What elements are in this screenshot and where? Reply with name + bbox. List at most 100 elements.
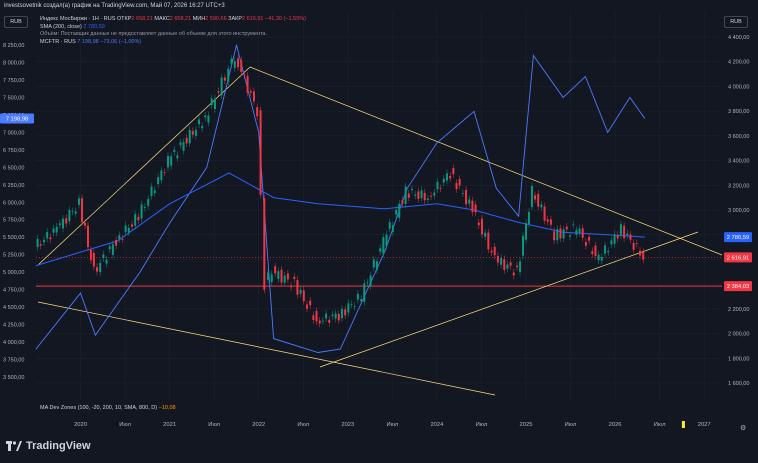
sma-point [228,172,230,174]
candle-body [270,274,273,283]
mcftr-point [169,222,170,224]
left-axis-tick: 7 500,00 [3,95,24,101]
indicator-legend[interactable]: MA Dev Zones (100, -20, 200, 10, SMA, 80… [40,405,176,411]
mcftr-point [436,142,438,144]
left-axis-tick: 5 000,00 [3,270,24,276]
time-axis-tick: 2025 [520,422,533,428]
left-axis-tick: 4 500,00 [3,305,24,311]
candle-body [89,249,92,261]
close-price-tag-text: 2 616,91 [727,255,750,261]
mcftr-series [35,44,646,353]
legend-main-row[interactable]: Индекс МосБиржи · 1Н · RUS ОТКР2 658,21 … [40,16,306,24]
time-marker [681,421,685,428]
candle-body [81,198,84,223]
candles [36,54,645,328]
candle-body [465,189,468,205]
candle-body [318,320,321,324]
right-axis-tick: 1 800,00 [728,356,749,362]
candle-body [92,252,95,267]
candle-body [426,198,429,201]
mcftr-price-tag-text: 7 198,98 [6,116,29,122]
time-axis-tick: Июл [386,422,398,428]
candle-body [210,98,213,106]
candle-body [480,218,483,235]
candle-body [74,211,77,214]
left-axis-tick: 6 000,00 [3,200,24,206]
mcftr-point [80,292,81,294]
candle-body [350,304,353,305]
chart-area[interactable]: 8 250,008 000,007 750,007 500,007 250,00… [0,12,758,432]
candle-body [382,237,385,254]
candle-body [388,222,391,229]
candle-body [337,313,340,321]
candle-body [160,170,163,181]
sma-point [644,236,646,238]
candle-body [540,204,543,208]
legend-high-label: МАКС [154,16,170,22]
close-price-tag-bg [724,252,752,263]
candle-body [353,306,356,307]
candle-body [546,219,549,222]
candle-body [468,199,471,204]
currency-button-right[interactable]: RUB [724,16,748,28]
candle-body [191,131,194,135]
mcftr-point [236,44,237,46]
candle-body [433,192,436,196]
candle-body [55,226,58,233]
mcftr-point [340,348,341,350]
sma-point [35,265,37,266]
currency-button-left[interactable]: RUB [4,16,28,28]
left-axis-tick: 5 250,00 [3,253,24,259]
candle-body [252,91,255,102]
candle-body [173,149,176,152]
left-axis-tick: 6 500,00 [3,165,24,171]
candle-body [182,142,185,151]
candle-body [503,259,506,270]
chart-svg[interactable]: 8 250,008 000,007 750,007 500,007 250,00… [0,12,758,432]
left-axis-tick: 8 250,00 [3,43,24,49]
legend-open-label: ОТКР [116,16,132,22]
candle-body [217,91,220,93]
candle-body [410,188,413,191]
legend-mcftr-row[interactable]: MCFTR · RUS 7 198,98 −73,06 (−1,00%) [40,39,306,47]
left-axis-tick: 8 000,00 [3,60,24,66]
time-axis-tick: Июл [565,422,577,428]
left-axis-tick: 4 750,00 [3,288,24,294]
candle-body [461,192,464,194]
legend-sma-row[interactable]: SMA (200, close) 2 780,59 [40,24,306,32]
trend-line [37,66,251,266]
sma-point [117,240,118,242]
candle-body [522,235,525,256]
candle-body [525,223,527,240]
candle-body [493,246,496,256]
candle-body [639,250,642,256]
sma-point [436,203,438,205]
candle-body [198,119,201,125]
sma-price-tag: 2 780,59 [724,232,752,243]
candle-body [436,181,439,190]
mcftr-point [562,97,564,98]
left-axis-tick: 3 750,00 [3,358,24,364]
mcftr-point [35,348,37,350]
left-axis-tick: 3 500,00 [3,375,24,381]
grid [36,12,722,400]
level-price-tag-bg [724,281,752,292]
candle-body [143,206,146,208]
candle-body [543,206,546,221]
candle-body [629,234,632,240]
candle-body [395,209,398,215]
candle-body [309,300,312,306]
candle-body [296,280,299,295]
candle-body [293,276,296,279]
candle-body [484,232,487,237]
sma-point [384,208,386,210]
left-axis-tick: 7 000,00 [3,130,24,136]
legend-sma-label: SMA (200, close) [40,23,82,30]
candle-body [204,115,207,118]
candle-body [610,240,613,245]
settings-gear-icon[interactable]: ⚙ [740,425,747,432]
mcftr-point [406,187,408,189]
candle-body [600,257,603,261]
candle-body [312,315,315,320]
candle-body [188,129,191,144]
